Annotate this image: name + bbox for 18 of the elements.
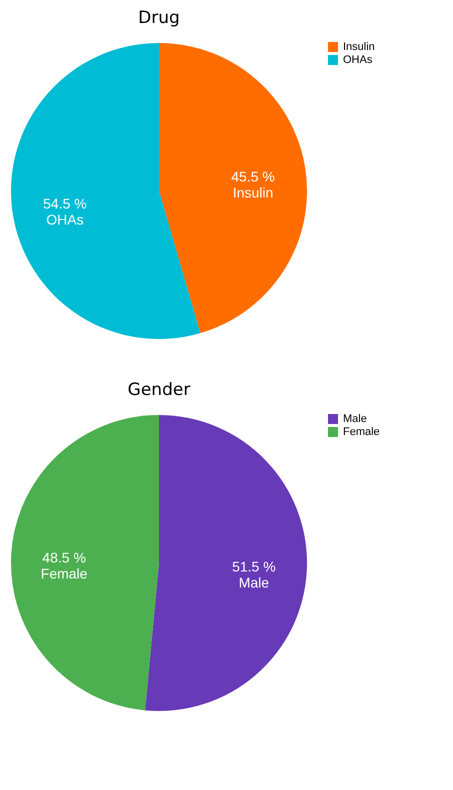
slice-label: Insulin xyxy=(232,184,274,201)
legend-label: OHAs xyxy=(343,54,373,66)
chart-title: Gender xyxy=(128,380,190,400)
slice-label: OHAs xyxy=(46,211,84,228)
legend-label: Insulin xyxy=(343,41,375,53)
legend-label: Male xyxy=(343,413,367,425)
pie-slice xyxy=(11,415,159,710)
chart-title: Drug xyxy=(138,8,180,28)
pie-slice xyxy=(145,415,307,711)
data-label: 54.5 % xyxy=(43,195,87,212)
pie-slice xyxy=(159,43,307,334)
data-label: 48.5 % xyxy=(42,550,86,566)
slice-label: Male xyxy=(238,574,270,590)
pie-slice xyxy=(11,43,200,339)
data-label: 45.5 % xyxy=(231,168,275,185)
data-label: 51.5 % xyxy=(232,558,276,574)
slice-label: Female xyxy=(40,566,88,582)
legend-label: Female xyxy=(343,426,380,438)
